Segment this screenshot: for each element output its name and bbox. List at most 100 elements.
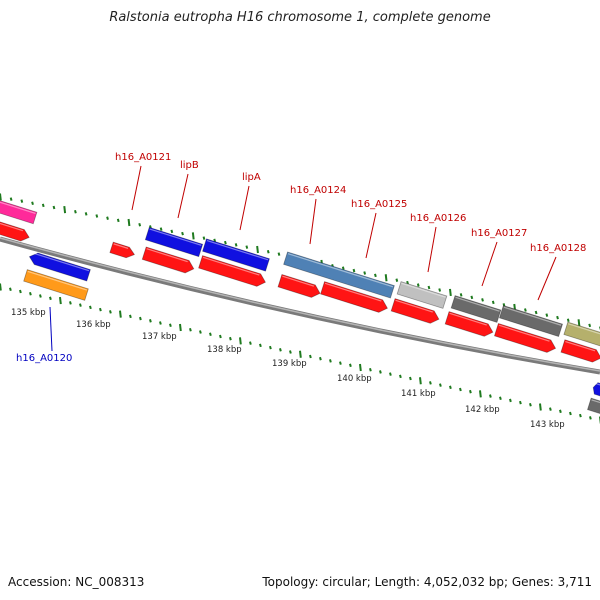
gene-orange-shape <box>23 269 89 301</box>
gene-h16-A0126 <box>396 281 448 309</box>
gene-h16-A0124 <box>283 251 395 299</box>
inner-minor-tick <box>469 389 472 394</box>
kbp-label: 140 kbp <box>337 374 372 384</box>
outer-minor-tick <box>427 285 431 290</box>
inner-minor-tick <box>399 374 402 379</box>
chromosome-backbone <box>0 236 600 375</box>
gene-h16-A0127-shape <box>450 295 502 323</box>
inner-minor-tick <box>89 305 92 310</box>
outer-minor-tick <box>224 240 227 245</box>
outer-minor-tick <box>545 313 549 317</box>
inner-minor-tick <box>369 367 372 372</box>
outer-minor-tick <box>159 227 163 231</box>
inner-tick-ring <box>0 283 600 424</box>
outer-minor-tick <box>406 280 409 285</box>
inner-minor-tick <box>219 334 222 339</box>
gene-h16-A0124-shine <box>287 253 394 288</box>
inner-minor-tick <box>509 398 512 403</box>
outer-minor-tick <box>534 310 538 315</box>
cds-h16-A0125-shine <box>324 282 382 302</box>
inner-major-tick <box>479 390 482 398</box>
outer-minor-tick <box>213 238 217 243</box>
kbp-label: 136 kbp <box>76 320 111 330</box>
inner-minor-tick <box>259 343 262 348</box>
inner-minor-tick <box>379 370 382 374</box>
gene-label: h16_A0121 <box>115 152 171 163</box>
gene-callouts: h16_A0121lipBlipAh16_A0124h16_A0125h16_A… <box>16 152 586 364</box>
callout-line <box>365 212 377 259</box>
inner-minor-tick <box>459 387 462 392</box>
inner-minor-tick <box>19 289 22 294</box>
outer-minor-tick <box>395 278 399 282</box>
gene-pink-shape <box>0 199 38 225</box>
gene-edge-blue-shape <box>592 382 600 397</box>
outer-minor-tick <box>566 318 570 322</box>
gene-h16-A0127-shine <box>455 296 500 312</box>
callout-line <box>309 198 317 245</box>
inner-minor-tick <box>309 354 312 359</box>
inner-minor-tick <box>579 413 582 418</box>
kbp-label: 139 kbp <box>272 359 307 369</box>
gene-edge-blue-shine <box>595 382 600 387</box>
gene-label: h16_A0128 <box>530 243 586 254</box>
cds-lipB-shine <box>146 248 188 263</box>
inner-major-tick <box>239 337 242 345</box>
gene-edge-blue <box>592 382 600 397</box>
outer-major-tick <box>577 319 581 327</box>
cds-h16-A0124 <box>277 273 321 298</box>
inner-minor-tick <box>159 321 162 325</box>
gene-edge-gray-shape <box>587 397 600 415</box>
callout-line <box>239 185 250 231</box>
inner-minor-tick <box>269 345 272 350</box>
outer-minor-tick <box>74 209 77 214</box>
kbp-label: 135 kbp <box>11 308 46 318</box>
inner-major-tick <box>419 377 422 385</box>
gene-lipB-shape <box>144 226 204 258</box>
inner-minor-tick <box>249 341 252 345</box>
inner-minor-tick <box>149 319 152 323</box>
outer-minor-tick <box>341 266 345 270</box>
gene-h16-A0127 <box>450 295 502 323</box>
outer-major-tick <box>449 288 452 297</box>
inner-minor-tick <box>129 314 132 319</box>
cds-h16-A0127 <box>444 311 494 337</box>
cds-0 <box>0 220 30 242</box>
callout-line <box>481 241 498 287</box>
backbone-highlight <box>0 237 600 372</box>
cds-end-shape <box>560 339 600 363</box>
outer-minor-tick <box>588 323 592 328</box>
inner-minor-tick <box>189 328 192 332</box>
callout-line <box>49 306 53 352</box>
kbp-label: 137 kbp <box>142 332 177 342</box>
outer-minor-tick <box>277 252 281 256</box>
outer-major-tick <box>0 193 2 201</box>
gene-h16-A0120-shape <box>28 252 91 282</box>
cds-h16-A0128 <box>493 322 557 353</box>
backbone-line <box>0 236 600 375</box>
outer-minor-tick <box>491 300 495 305</box>
outer-minor-tick <box>202 236 206 240</box>
outer-minor-tick <box>52 205 56 210</box>
outer-minor-tick <box>374 273 377 278</box>
inner-minor-tick <box>289 350 292 354</box>
gene-lipA-shine <box>206 240 269 261</box>
outer-minor-tick <box>234 243 238 247</box>
outer-minor-tick <box>181 231 184 236</box>
cds-0-shine <box>0 222 24 232</box>
cds-h16-A0128-shape <box>493 322 557 353</box>
gene-h16-A0120 <box>28 252 91 282</box>
gene-lipB-shine <box>149 228 202 246</box>
cds-lipB-shape <box>141 246 195 274</box>
outer-minor-tick <box>524 308 527 312</box>
callout-line <box>177 173 189 219</box>
inner-minor-tick <box>169 323 172 328</box>
gene-orange-shine <box>27 270 88 291</box>
cds-h16-A0121-shape <box>109 241 136 259</box>
inner-major-tick <box>539 403 542 411</box>
outer-minor-tick <box>438 288 442 292</box>
inner-minor-tick <box>229 336 232 341</box>
outer-minor-tick <box>41 203 45 208</box>
outer-minor-tick <box>84 212 88 216</box>
inner-minor-tick <box>49 296 52 301</box>
gene-edge-gray-shine <box>591 399 600 405</box>
